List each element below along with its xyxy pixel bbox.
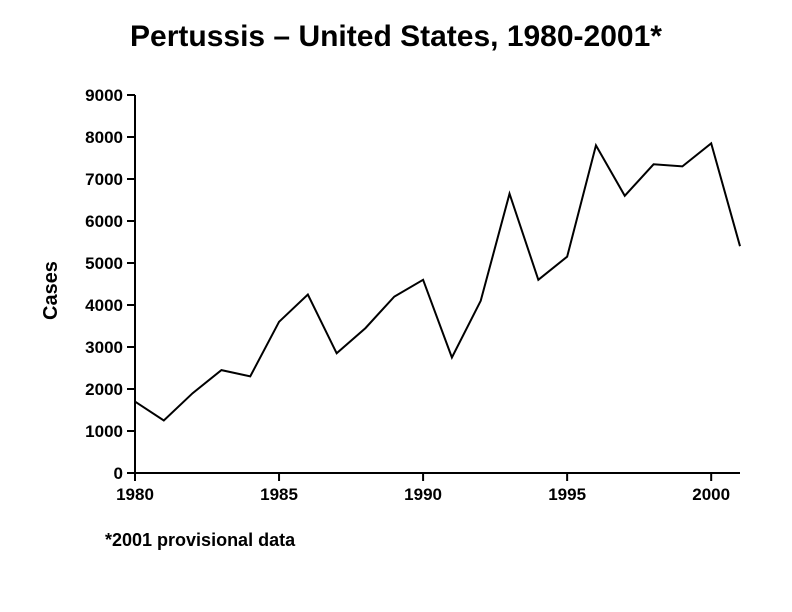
y-tick-label: 0 [114, 464, 123, 484]
x-tick-label: 1985 [254, 485, 304, 505]
y-tick-label: 5000 [85, 254, 123, 274]
y-tick-label: 7000 [85, 170, 123, 190]
x-tick-label: 1980 [110, 485, 160, 505]
x-tick-label: 1995 [542, 485, 592, 505]
x-tick-label: 2000 [686, 485, 736, 505]
y-tick-label: 8000 [85, 128, 123, 148]
y-tick-label: 9000 [85, 86, 123, 106]
y-tick-label: 6000 [85, 212, 123, 232]
chart-page: Pertussis – United States, 1980-2001* Ca… [0, 0, 792, 612]
footnote: *2001 provisional data [105, 530, 295, 551]
y-tick-label: 2000 [85, 380, 123, 400]
y-tick-label: 3000 [85, 338, 123, 358]
y-tick-label: 1000 [85, 422, 123, 442]
x-tick-label: 1990 [398, 485, 448, 505]
y-tick-label: 4000 [85, 296, 123, 316]
